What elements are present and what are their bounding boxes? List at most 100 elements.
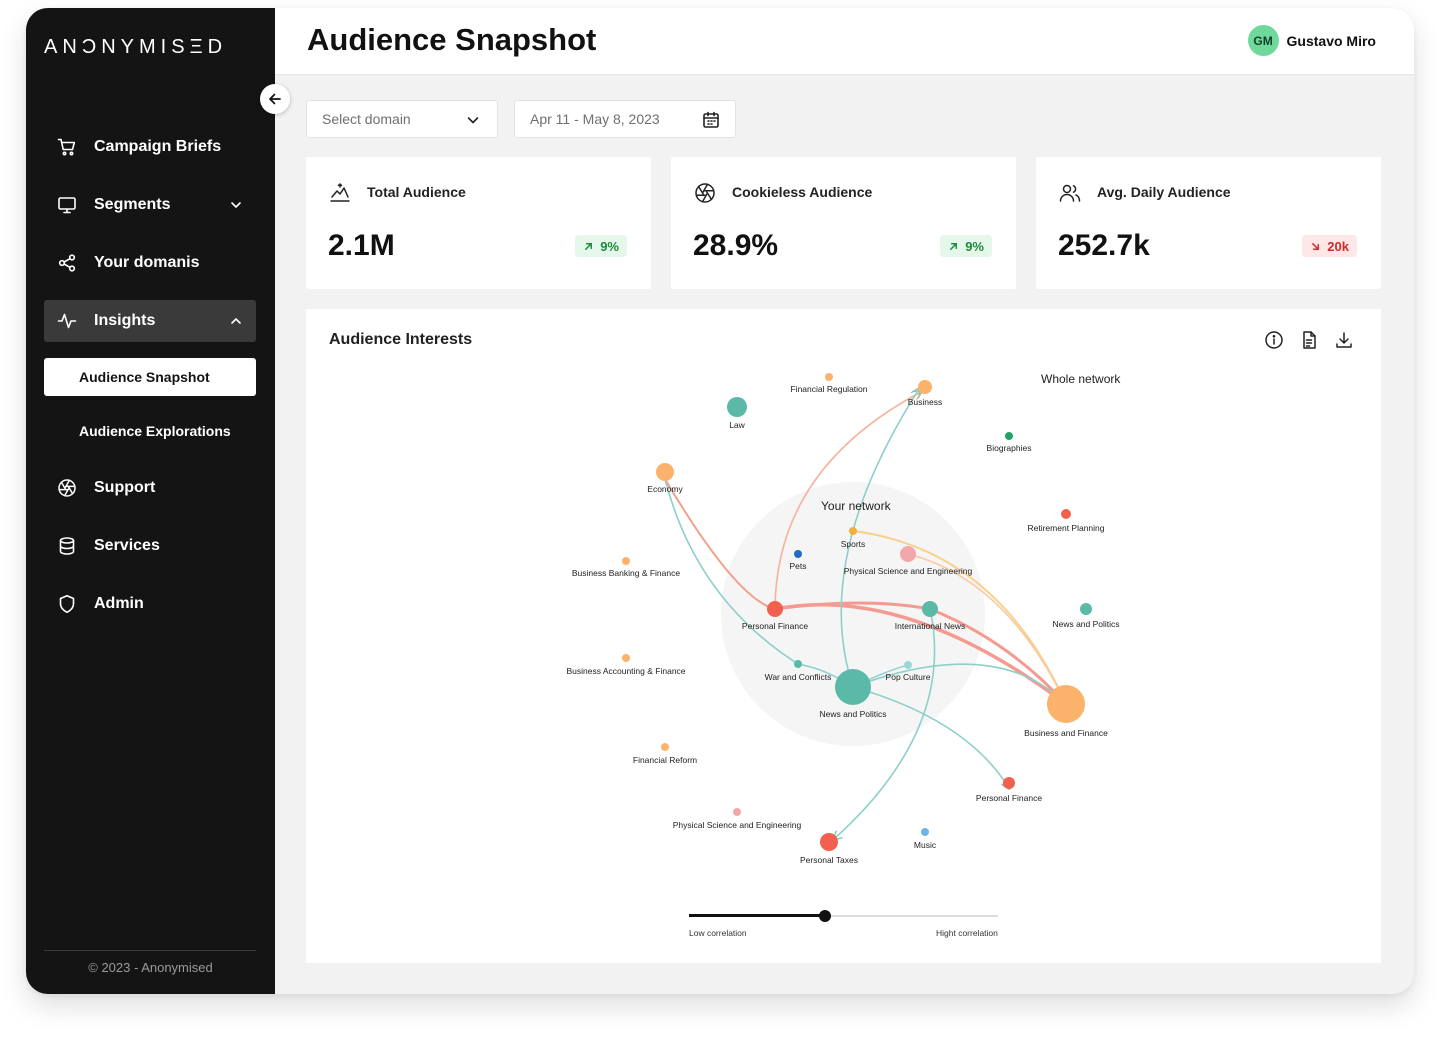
node-circle[interactable]	[922, 601, 938, 617]
node-label: Business and Finance	[1024, 728, 1108, 738]
node-business-banking-finance[interactable]: Business Banking & Finance	[572, 557, 680, 578]
sidebar-subitem-audience-snapshot[interactable]: Audience Snapshot	[44, 358, 256, 396]
chevron-down-icon	[467, 117, 479, 124]
node-music[interactable]: Music	[914, 828, 937, 850]
kpi-value: 28.9%	[693, 229, 779, 262]
node-physical-science-engineering[interactable]: Physical Science and Engineering	[844, 546, 973, 576]
node-circle[interactable]	[918, 380, 932, 394]
panel-title: Audience Interests	[329, 331, 473, 348]
node-circle[interactable]	[622, 557, 630, 565]
sidebar-subitem-audience-explorations[interactable]: Audience Explorations	[79, 423, 231, 439]
kpi-change-value: 9%	[600, 238, 619, 254]
node-circle[interactable]	[849, 527, 857, 535]
sidebar-item-admin[interactable]: Admin	[44, 583, 256, 625]
edge	[852, 663, 1066, 704]
users-icon	[1059, 184, 1081, 202]
edge	[840, 389, 919, 688]
node-business-accounting-finance[interactable]: Business Accounting & Finance	[566, 654, 686, 676]
node-biographies[interactable]: Biographies	[987, 432, 1032, 453]
kpi-title: Avg. Daily Audience	[1097, 184, 1231, 200]
sidebar-item-label: Campaign Briefs	[94, 138, 222, 155]
kpi-value: 2.1M	[328, 229, 395, 262]
node-circle[interactable]	[622, 654, 630, 662]
kpi-change-badge: 20k	[1302, 235, 1357, 257]
node-label: News and Politics	[819, 709, 886, 719]
sidebar-divider	[44, 950, 256, 951]
node-label: Financial Reform	[633, 755, 697, 765]
sidebar-item-segments[interactable]: Segments	[44, 184, 256, 226]
arrow-up-right-icon	[950, 242, 958, 250]
slider-track[interactable]	[689, 915, 998, 917]
download-icon[interactable]	[1333, 329, 1355, 351]
chevron-up-icon[interactable]	[228, 313, 244, 329]
chevron-down-icon[interactable]	[228, 197, 244, 213]
share-icon	[56, 252, 78, 274]
correlation-slider[interactable]	[689, 906, 998, 926]
node-news-politics[interactable]: News and Politics	[819, 669, 887, 719]
node-label: Pop Culture	[886, 672, 931, 682]
node-circle[interactable]	[825, 373, 833, 381]
user-menu[interactable]: GM Gustavo Miro	[1247, 25, 1376, 56]
node-financial-reform[interactable]: Financial Reform	[633, 743, 697, 765]
sidebar-item-your-domains[interactable]: Your domanis	[44, 242, 256, 284]
collapse-sidebar-button[interactable]	[260, 84, 290, 114]
node-personal-finance[interactable]: Personal Finance	[742, 601, 808, 631]
node-pets[interactable]: Pets	[789, 550, 807, 571]
node-retirement-planning[interactable]: Retirement Planning	[1027, 509, 1105, 533]
date-range-picker[interactable]: Apr 11 - May 8, 2023	[514, 100, 736, 138]
node-circle[interactable]	[1003, 777, 1015, 789]
app-window: ANƆNYMISΞD Campaign Briefs Segments Your…	[26, 8, 1414, 994]
date-range-value: Apr 11 - May 8, 2023	[530, 111, 660, 127]
node-label: Business Banking & Finance	[572, 568, 680, 578]
database-icon	[56, 535, 78, 557]
node-circle[interactable]	[661, 743, 669, 751]
node-business-and-finance[interactable]: Business and Finance	[1024, 685, 1108, 738]
node-circle[interactable]	[835, 669, 871, 705]
node-international-news[interactable]: International News	[895, 601, 965, 631]
node-sports[interactable]: Sports	[841, 527, 866, 549]
node-business[interactable]: Business	[908, 380, 943, 407]
sidebar-item-insights[interactable]: Insights	[44, 300, 256, 342]
sidebar-item-support[interactable]: Support	[44, 467, 256, 509]
domain-select[interactable]: Select domain	[306, 100, 498, 138]
sidebar-item-label: Support	[94, 479, 156, 496]
node-law[interactable]: Law	[727, 397, 747, 430]
node-circle[interactable]	[900, 546, 916, 562]
node-war-conflicts[interactable]: War and Conflicts	[765, 660, 832, 682]
node-financial-regulation[interactable]: Financial Regulation	[790, 373, 868, 394]
document-icon[interactable]	[1298, 329, 1320, 351]
avatar[interactable]: GM	[1247, 25, 1279, 56]
node-pop-culture[interactable]: Pop Culture	[886, 661, 931, 682]
node-news-politics-outer[interactable]: News and Politics	[1052, 603, 1120, 629]
info-icon[interactable]	[1263, 329, 1285, 351]
node-circle[interactable]	[794, 660, 802, 668]
sidebar-item-services[interactable]: Services	[44, 525, 256, 567]
node-physical-science-engineering-outer[interactable]: Physical Science and Engineering	[673, 808, 802, 830]
node-circle[interactable]	[656, 463, 674, 481]
page-header: Audience Snapshot GM Gustavo Miro	[275, 8, 1414, 75]
node-label: Business Accounting & Finance	[566, 666, 685, 676]
slider-thumb[interactable]	[819, 910, 831, 922]
edge	[664, 478, 776, 610]
audience-interests-panel: Whole network Your network Law Financial…	[306, 309, 1381, 963]
shield-icon	[56, 593, 78, 615]
node-circle[interactable]	[733, 808, 741, 816]
node-personal-taxes[interactable]: Personal Taxes	[800, 833, 858, 865]
node-circle[interactable]	[1005, 432, 1013, 440]
sidebar-item-campaign-briefs[interactable]: Campaign Briefs	[44, 126, 256, 168]
node-personal-finance-outer[interactable]: Personal Finance	[976, 777, 1042, 803]
node-circle[interactable]	[727, 397, 747, 417]
node-circle[interactable]	[794, 550, 802, 558]
node-label: Physical Science and Engineering	[673, 820, 802, 830]
node-economy[interactable]: Economy	[647, 463, 683, 494]
node-circle[interactable]	[1047, 685, 1085, 723]
node-label: Pets	[789, 561, 806, 571]
node-circle[interactable]	[921, 828, 929, 836]
node-circle[interactable]	[767, 601, 783, 617]
node-circle[interactable]	[820, 833, 838, 851]
node-circle[interactable]	[1061, 509, 1071, 519]
node-circle[interactable]	[904, 661, 912, 669]
node-circle[interactable]	[1080, 603, 1092, 615]
sidebar-item-label: Admin	[94, 595, 144, 612]
activity-icon	[56, 310, 78, 332]
